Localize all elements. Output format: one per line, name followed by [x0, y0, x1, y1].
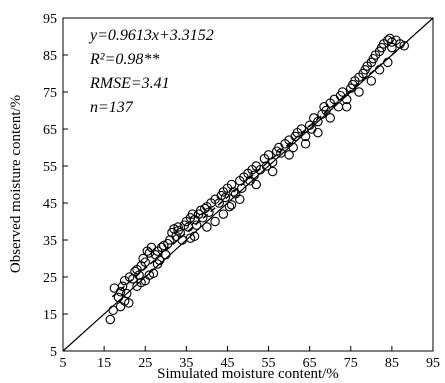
data-point	[115, 301, 126, 312]
data-point	[226, 200, 237, 210]
data-point	[140, 257, 150, 267]
data-point	[202, 222, 212, 232]
y-axis-label: Observed moisture content/%	[8, 95, 24, 273]
data-point	[148, 268, 159, 279]
data-point	[387, 42, 397, 53]
r2-annotation: R²=0.98**	[89, 51, 159, 68]
data-point	[354, 87, 364, 97]
data-point	[187, 209, 198, 219]
data-point	[341, 94, 352, 105]
data-point	[204, 207, 214, 218]
y-tick-label: 45	[43, 197, 57, 212]
data-point	[325, 113, 335, 123]
data-point	[152, 259, 163, 269]
data-point	[366, 76, 377, 86]
data-point	[214, 198, 224, 208]
data-point	[108, 305, 118, 316]
x-tick-label: 75	[344, 356, 358, 371]
y-tick-label: 25	[43, 271, 57, 286]
data-point	[175, 227, 185, 238]
x-tick-label: 95	[426, 356, 440, 371]
y-tick-label: 65	[43, 123, 57, 138]
data-point	[267, 166, 278, 177]
data-point	[399, 40, 409, 51]
data-point	[224, 201, 235, 212]
data-point	[237, 183, 247, 193]
y-tick-label: 95	[43, 12, 57, 27]
y-tick-label: 85	[43, 49, 57, 64]
data-point	[337, 87, 348, 97]
data-point	[235, 194, 245, 205]
rmse-annotation: RMSE=3.41	[89, 75, 170, 92]
n-annotation: n=137	[90, 99, 134, 116]
data-point	[198, 213, 208, 223]
x-tick-label: 5	[60, 356, 67, 371]
x-tick-label: 45	[220, 356, 234, 371]
fit-line	[111, 43, 405, 298]
y-tick-label: 15	[43, 308, 57, 323]
data-point	[284, 150, 294, 160]
x-tick-label: 85	[385, 356, 399, 371]
data-point	[117, 281, 128, 291]
data-point	[218, 209, 229, 219]
data-point	[228, 187, 239, 197]
x-axis-label: Simulated moisture content/%	[157, 366, 339, 382]
y-axis-ticks: 5 15 25 35 45 55 65 75 85 95	[43, 12, 68, 360]
data-point	[105, 314, 116, 325]
x-tick-label: 55	[262, 356, 276, 371]
data-point	[313, 127, 323, 138]
x-tick-label: 25	[138, 356, 152, 371]
data-point	[226, 179, 237, 190]
data-point	[300, 139, 311, 149]
data-point	[220, 192, 231, 203]
data-point	[263, 150, 274, 160]
x-tick-label: 15	[97, 356, 111, 371]
data-point	[161, 250, 171, 260]
y-tick-label: 35	[43, 234, 57, 249]
data-points	[105, 33, 409, 325]
data-point	[115, 287, 126, 297]
y-tick-label: 55	[43, 160, 57, 175]
data-point	[251, 179, 261, 190]
data-point	[121, 288, 132, 299]
x-tick-label: 35	[179, 356, 193, 371]
data-point	[288, 142, 298, 153]
plot-frame	[62, 17, 434, 352]
data-point	[249, 170, 259, 181]
data-point	[300, 131, 311, 142]
x-axis-ticks: 5 15 25 35 45 55 65 75 85 95	[60, 346, 440, 371]
data-point	[191, 220, 202, 230]
data-point	[374, 65, 385, 75]
data-point	[132, 281, 142, 291]
x-tick-label: 65	[303, 356, 317, 371]
data-point	[313, 116, 323, 127]
data-point	[173, 222, 183, 232]
data-point	[383, 57, 393, 68]
y-tick-label: 5	[50, 345, 57, 360]
data-point	[134, 270, 144, 280]
y-tick-label: 75	[43, 86, 57, 101]
data-point	[109, 283, 120, 293]
data-point	[341, 102, 352, 112]
data-point	[296, 124, 307, 134]
equation-annotation: y=0.9613x+3.3152	[88, 27, 214, 44]
data-point	[173, 226, 183, 236]
data-point	[321, 105, 331, 116]
data-point	[267, 157, 278, 168]
data-point	[185, 233, 196, 243]
data-point	[210, 216, 220, 227]
